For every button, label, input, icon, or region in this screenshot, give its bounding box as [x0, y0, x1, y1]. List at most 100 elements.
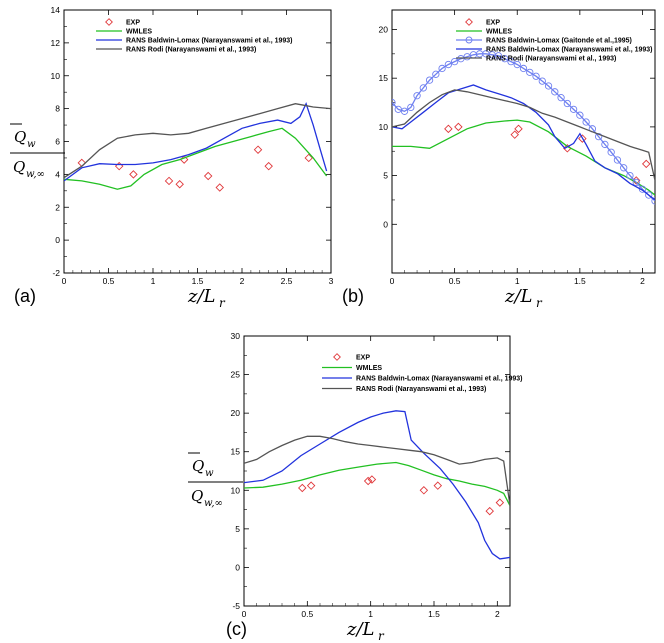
data-point-diamond	[114, 161, 124, 171]
x-axis-label-c: z/L r	[346, 619, 385, 643]
data-point-diamond	[304, 153, 313, 163]
y-label-top-text-c: Q	[192, 457, 204, 475]
data-point-diamond	[514, 124, 523, 134]
series-line-rans-rodi-narayanswami-et-al-1993	[64, 103, 331, 179]
legend-item: RANS Rodi (Narayanswami et al., 1993)	[96, 47, 256, 54]
x-tick-label: 0.5	[103, 276, 115, 286]
y-tick-label: 15	[379, 73, 389, 83]
x-label-sub-c: r	[378, 629, 385, 643]
data-point-circle	[526, 68, 534, 76]
y-label-top-text: Q	[14, 128, 26, 146]
data-point-diamond	[485, 506, 494, 516]
plot-area	[392, 50, 655, 205]
y-tick-label: 20	[231, 408, 241, 418]
data-point-circle	[501, 55, 509, 63]
series-line-rans-rodi-narayanswami-et-al-1993	[244, 435, 510, 506]
y-label-top-sub-c: w	[205, 468, 214, 479]
x-label-sub-a: r	[219, 296, 226, 310]
x-tick-label: 2	[495, 609, 500, 619]
data-point-diamond	[454, 122, 463, 132]
data-point-circle	[392, 98, 396, 107]
legend-label: EXP	[486, 20, 500, 27]
legend-item: EXP	[333, 353, 370, 362]
y-tick-label: 25	[231, 370, 241, 380]
series-line-rans-baldwin-lomax-narayanswami-et-al-1993	[392, 84, 655, 201]
data-point-diamond	[419, 486, 429, 495]
series-line-rans-baldwin-lomax-narayanswami-et-al-1993	[64, 101, 328, 182]
legend-label: WMLES	[486, 29, 512, 36]
legend-circle-marker	[465, 36, 473, 44]
data-point-circle	[413, 92, 421, 100]
y-tick-label: 10	[379, 122, 389, 132]
panel-label-c: (c)	[226, 619, 247, 639]
data-point-circle	[450, 57, 459, 66]
legend-item: EXP	[465, 18, 500, 27]
x-tick-label: 0	[242, 609, 247, 619]
data-point-circle	[513, 60, 521, 69]
data-point-diamond	[306, 481, 316, 490]
y-tick-label: 30	[231, 331, 241, 341]
data-point-circle	[569, 105, 578, 114]
legend-item: WMLES	[322, 365, 382, 372]
legend-label: RANS Baldwin-Lomax (Narayanswami et al.,…	[126, 38, 293, 45]
data-point-circle	[651, 197, 655, 205]
data-point-diamond	[363, 476, 373, 486]
x-tick-label: 0.5	[301, 609, 313, 619]
legend-item: EXP	[105, 18, 140, 27]
x-label-main-a: z/L	[187, 286, 216, 307]
y-label-bottom-sub: w,∞	[26, 169, 45, 180]
y-tick-label: 10	[231, 485, 241, 495]
legend-label: EXP	[356, 355, 370, 362]
x-tick-label: 1.5	[574, 276, 586, 286]
data-point-diamond	[433, 481, 443, 490]
data-point-diamond	[510, 130, 519, 139]
legend-label: WMLES	[356, 365, 382, 372]
data-point-circle	[632, 178, 640, 187]
legend: EXP WMLES RANS Baldwin-Lomax (Narayanswami…	[96, 18, 293, 54]
data-point-circle	[576, 111, 584, 119]
legend-label: EXP	[126, 20, 140, 27]
series-line-rans-rodi-narayanswami-et-al-1993	[392, 89, 655, 181]
data-point-circle	[444, 60, 453, 69]
x-tick-label: 1	[151, 276, 156, 286]
legend-item: RANS Baldwin-Lomax (Narayanswami et al.,…	[456, 47, 653, 54]
y-tick-label: 15	[231, 447, 241, 457]
legend-item: WMLES	[96, 29, 152, 36]
data-point-circle	[557, 94, 565, 102]
legend: EXP WMLES RANS Baldwin-Lomax (Narayanswami…	[322, 353, 523, 393]
data-point-diamond	[495, 498, 505, 507]
y-tick-label: 8	[55, 104, 60, 114]
panel-label-b: (b)	[342, 286, 364, 306]
data-point-circle	[601, 140, 609, 149]
data-point-circle	[494, 52, 503, 60]
legend-item: RANS Baldwin-Lomax (Gaitonde et al.,1995…	[456, 36, 632, 45]
data-point-diamond	[578, 134, 587, 143]
data-point-circle	[407, 103, 415, 112]
plot-area	[64, 101, 331, 192]
legend-label: RANS Rodi (Narayanswami et al., 1993)	[126, 47, 256, 54]
plot-frame	[391, 9, 656, 274]
data-point-circle	[582, 118, 590, 126]
legend-label: RANS Baldwin-Lomax (Gaitonde et al.,1995…	[486, 38, 632, 45]
y-tick-label: 5	[235, 524, 240, 534]
data-point-diamond	[253, 145, 263, 154]
data-point-circle	[563, 99, 571, 108]
series-line-wmles	[64, 127, 328, 190]
data-point-diamond	[215, 183, 224, 192]
x-tick-label: 3	[329, 276, 334, 286]
legend: EXP WMLES RANS Baldwin-Lomax (Gaitonde et …	[456, 18, 653, 63]
y-label-bottom-sub-c: w,∞	[204, 498, 223, 509]
x-axis-label-b: z/L r	[504, 286, 543, 310]
x-label-main-c: z/L	[346, 619, 375, 640]
x-axis-label-a: z/L r	[187, 286, 226, 310]
data-point-diamond	[203, 171, 213, 181]
legend-label: RANS Rodi (Narayanswami et al., 1993)	[356, 386, 486, 393]
y-tick-label: -5	[232, 601, 240, 611]
data-point-circle	[607, 148, 615, 156]
y-tick-label: 12	[51, 38, 61, 48]
x-label-sub-b: r	[536, 296, 543, 310]
data-point-circle	[538, 77, 546, 85]
data-point-circle	[507, 57, 515, 66]
panel-b: 0 5 10 15 20 0 0.5 1 1.5 2 EXP WMLES RANS Baldwin-Lo…	[379, 9, 656, 286]
y-tick-label: 0	[55, 235, 60, 245]
